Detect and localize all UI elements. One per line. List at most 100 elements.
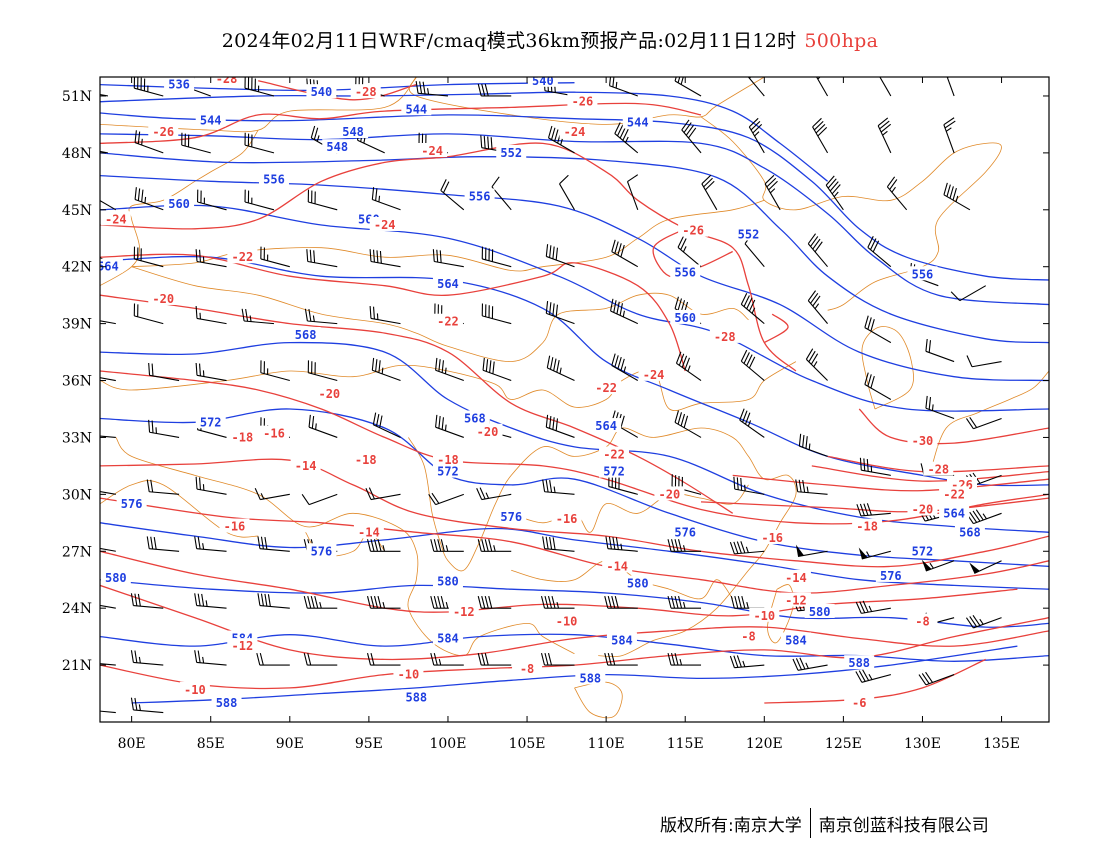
wind-barb bbox=[428, 492, 464, 506]
height-contour-label: 576 bbox=[500, 510, 522, 524]
wind-barb bbox=[369, 306, 401, 325]
height-contour-label: 560 bbox=[674, 311, 696, 325]
wind-barb bbox=[965, 614, 1002, 629]
height-contour-label-bg bbox=[844, 655, 875, 670]
wind-barb bbox=[304, 308, 338, 325]
temp-contour-label: -24 bbox=[421, 144, 443, 158]
wind-barb bbox=[477, 652, 512, 666]
temp-contour-label: -16 bbox=[263, 427, 285, 441]
wind-barb bbox=[798, 433, 828, 457]
temp-contour-label-bg bbox=[290, 457, 321, 472]
wind-barb bbox=[701, 174, 718, 211]
lat-tick-label: 42N bbox=[62, 260, 92, 276]
temp-contour-label: -18 bbox=[232, 430, 254, 444]
wind-barb bbox=[812, 117, 829, 154]
lat-tick-label: 33N bbox=[62, 430, 92, 446]
height-contour-label-bg bbox=[322, 139, 353, 154]
temp-contour-label: -16 bbox=[556, 512, 578, 526]
temp-contour-label: -20 bbox=[318, 387, 340, 401]
wind-barb bbox=[430, 539, 464, 552]
temp-contour-label: -26 bbox=[572, 95, 594, 109]
temp-contour-label-bg bbox=[907, 613, 938, 628]
wind-barb bbox=[542, 536, 575, 552]
height-contour-label: 536 bbox=[168, 78, 190, 92]
height-contour-label-bg bbox=[164, 77, 195, 91]
footer-divider bbox=[809, 808, 811, 838]
temp-contour-label-bg bbox=[654, 486, 685, 501]
height-contour-label: 572 bbox=[200, 415, 222, 429]
temp-contour-label-bg bbox=[432, 452, 463, 467]
temp-contour-label-bg bbox=[559, 124, 590, 139]
temp-contour-label-bg bbox=[551, 511, 582, 526]
temp-contour-label: -16 bbox=[224, 520, 246, 534]
lon-tick-label: 110E bbox=[588, 736, 625, 752]
height-contour-label-bg bbox=[527, 77, 558, 87]
temp-contour-label-bg bbox=[749, 607, 780, 622]
boundary-line bbox=[100, 77, 417, 133]
wind-barb bbox=[795, 544, 828, 558]
wind-barb bbox=[540, 652, 575, 666]
wind-barb bbox=[481, 303, 512, 325]
wind-barb bbox=[764, 174, 781, 211]
wind-barb bbox=[604, 652, 638, 666]
wind-barb bbox=[608, 474, 638, 495]
wind-barb bbox=[545, 244, 575, 268]
height-contour-label-bg bbox=[100, 569, 131, 584]
wind-barb bbox=[372, 412, 401, 438]
temp-contour-label-bg bbox=[417, 142, 448, 157]
temp-contour-line bbox=[258, 80, 417, 101]
lat-tick-label: 39N bbox=[62, 317, 92, 333]
wind-barb bbox=[950, 285, 987, 302]
temp-contour-label: -14 bbox=[606, 559, 628, 573]
temp-contour-label: -14 bbox=[358, 525, 380, 539]
temp-contour-line bbox=[763, 313, 789, 344]
wind-barb bbox=[134, 130, 164, 154]
wind-barb bbox=[667, 596, 702, 609]
lat-tick-label: 36N bbox=[62, 374, 92, 390]
wind-barb bbox=[864, 372, 892, 400]
height-contour-label-bg bbox=[907, 543, 938, 558]
temp-contour-label-bg bbox=[602, 558, 633, 573]
temp-contour-label-bg bbox=[678, 222, 709, 237]
wind-barb bbox=[925, 338, 955, 363]
temp-contour-label: -28 bbox=[216, 72, 238, 86]
height-contour-label-bg bbox=[116, 495, 147, 510]
temp-contour-label: -22 bbox=[232, 250, 254, 264]
wind-barb bbox=[369, 249, 401, 268]
height-contour-label-bg bbox=[575, 670, 606, 685]
temp-contour-label: -14 bbox=[295, 459, 317, 473]
temp-contour-label-bg bbox=[227, 638, 258, 653]
temp-contour-label-bg bbox=[780, 569, 811, 584]
boundary-line bbox=[408, 427, 797, 658]
wind-barb bbox=[667, 539, 702, 552]
height-contour-line bbox=[100, 174, 1049, 382]
temp-contour-label-bg bbox=[939, 486, 970, 501]
height-contour-label: 564 bbox=[943, 506, 965, 520]
height-contour-label-bg bbox=[306, 84, 337, 99]
temp-contour-line bbox=[100, 497, 1049, 594]
temp-contour-label: -14 bbox=[785, 571, 807, 585]
height-contour-label-bg bbox=[195, 112, 226, 127]
height-contour-line bbox=[100, 204, 1049, 412]
lat-tick-label: 24N bbox=[62, 601, 92, 617]
wind-barb bbox=[194, 593, 227, 609]
wind-barb bbox=[100, 604, 116, 609]
wind-barb bbox=[877, 117, 892, 154]
lon-tick-label: 105E bbox=[509, 736, 546, 752]
wind-barb bbox=[966, 355, 1002, 368]
wind-barb bbox=[134, 187, 164, 211]
temp-contour-label: -12 bbox=[785, 594, 807, 608]
height-contour-label: 580 bbox=[437, 575, 459, 589]
wind-barb bbox=[965, 509, 1002, 525]
wind-barb bbox=[100, 435, 116, 438]
wind-barb bbox=[130, 697, 164, 714]
wind-barb bbox=[792, 657, 828, 671]
wind-barb bbox=[614, 122, 639, 154]
wind-barb bbox=[858, 547, 891, 560]
lon-tick-label: 90E bbox=[276, 736, 304, 752]
wind-barb bbox=[733, 476, 765, 495]
height-contour-label: 568 bbox=[959, 525, 981, 539]
height-contour-label: 572 bbox=[437, 465, 459, 479]
height-contour-label: 552 bbox=[738, 227, 760, 241]
height-contour-label: 568 bbox=[295, 328, 317, 342]
